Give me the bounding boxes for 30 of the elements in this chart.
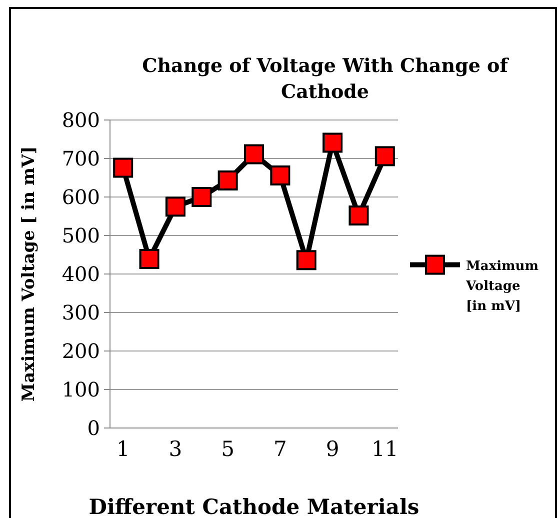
x-tick-label: 9 [326,437,340,461]
point [218,170,238,190]
y-tick-label: 600 [62,185,100,209]
point [192,187,212,207]
chart-title: Change of Voltage With Change of Cathode [142,55,510,103]
point [270,165,290,186]
y-tick-label: 300 [62,300,100,324]
y-tick-label: 700 [62,146,100,170]
point [322,132,343,153]
point [374,146,395,166]
y-axis-title: Maximum Voltage [ in mV] [19,146,39,402]
x-tick-label: 11 [372,437,398,461]
y-tick-label: 800 [62,108,100,132]
y-tick-label: 400 [62,262,100,286]
y-tick-label: 200 [62,339,100,363]
x-axis-title: Different Cathode Materials [88,494,420,518]
point [348,205,369,226]
point [139,248,160,269]
point [113,158,134,178]
y-tick-label: 500 [62,224,100,248]
x-tick-label: 3 [168,437,182,461]
point [296,250,316,270]
y-tick-label: 100 [62,378,100,402]
x-tick-label: 1 [116,437,130,461]
x-tick-label: 5 [221,437,235,461]
y-tick-label: 0 [87,416,100,440]
x-tick-label: 7 [273,437,287,461]
point [165,196,186,217]
point [244,144,264,164]
legend-label: Maximum Voltage [in mV] [465,258,539,314]
